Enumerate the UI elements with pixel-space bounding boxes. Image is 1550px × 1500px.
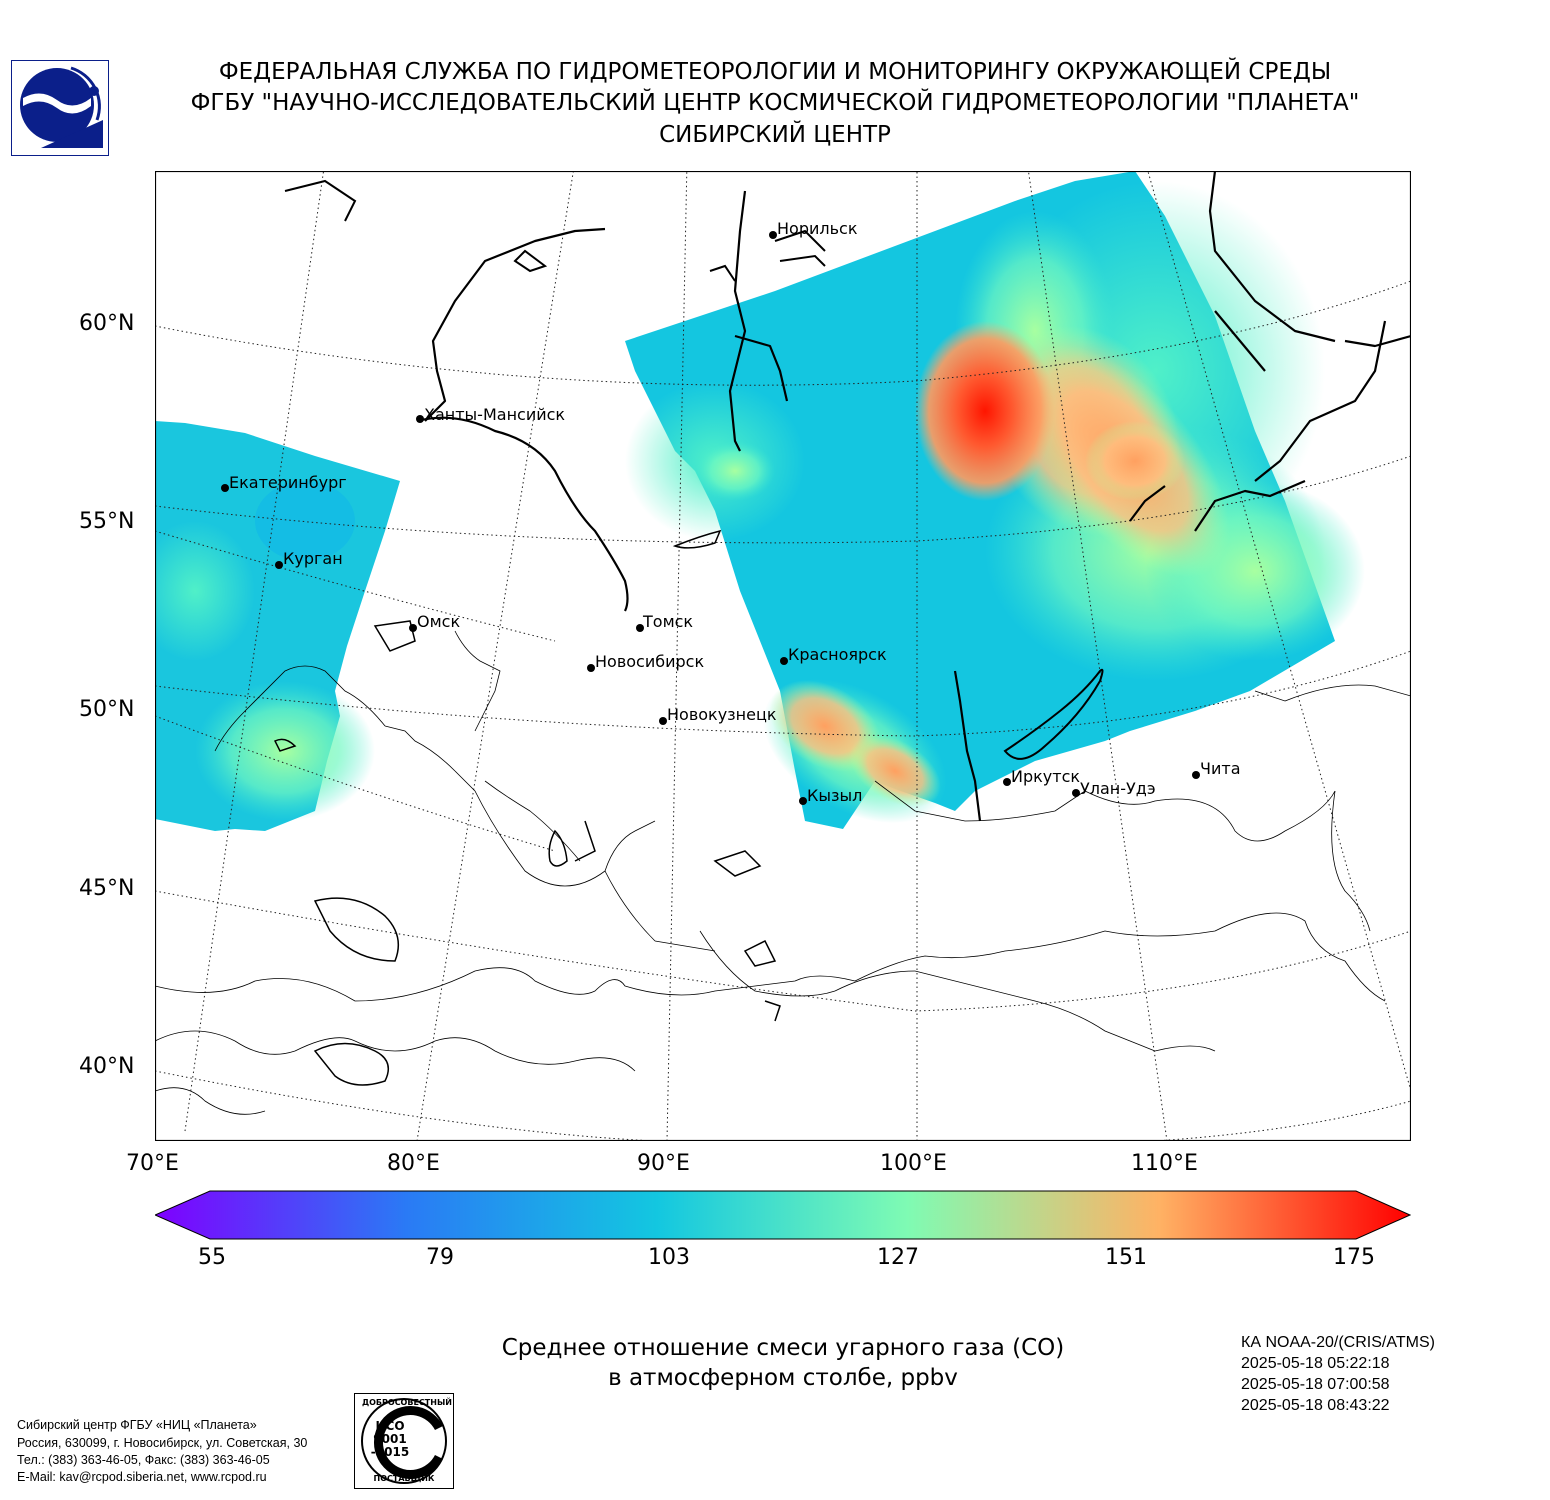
city-label-kurgan: Курган <box>283 549 343 568</box>
header-line-3: СИБИРСКИЙ ЦЕНТР <box>659 122 891 148</box>
colorbar-tick: 103 <box>648 1245 690 1270</box>
lon-label: 100°E <box>880 1151 947 1176</box>
colorbar-tick: 175 <box>1333 1245 1375 1270</box>
header-line-2: ФГБУ "НАУЧНО-ИССЛЕДОВАТЕЛЬСКИЙ ЦЕНТР КОС… <box>190 90 1360 116</box>
city-label-omsk: Омск <box>417 612 461 631</box>
city-label-norilsk: Норильск <box>777 219 858 238</box>
colorbar-tick: 127 <box>877 1245 919 1270</box>
footer-address: Россия, 630099, г. Новосибирск, ул. Сове… <box>17 1436 308 1450</box>
city-label-ulan-ude: Улан-Удэ <box>1080 779 1156 798</box>
lat-label: 55°N <box>79 509 135 534</box>
city-label-chita: Чита <box>1200 759 1241 778</box>
iso-badge-top: ДОБРОСОВЕСТНЫЙ <box>362 1398 452 1407</box>
pass-time: 2025-05-18 08:43:22 <box>1241 1397 1390 1414</box>
lat-label: 45°N <box>79 876 135 901</box>
pass-time: 2025-05-18 07:00:58 <box>1241 1376 1390 1393</box>
city-label-irkutsk: Иркутск <box>1011 767 1081 786</box>
colorbar-tick: 151 <box>1105 1245 1147 1270</box>
footer-org: Сибирский центр ФГБУ «НИЦ «Планета» <box>17 1418 257 1432</box>
satellite-name: КА NOAA-20/(CRIS/ATMS) <box>1241 1334 1435 1351</box>
map-svg <box>154 170 1412 1142</box>
iso-badge <box>354 1393 454 1489</box>
footer-email: E-Mail: kav@rcpod.siberia.net, www.rcpod… <box>17 1470 267 1484</box>
lat-label: 50°N <box>79 697 135 722</box>
city-label-novosibirsk: Новосибирск <box>595 652 705 671</box>
city-label-kyzyl: Кызыл <box>807 786 863 805</box>
caption-line-1: Среднее отношение смеси угарного газа (C… <box>501 1335 1065 1361</box>
colorbar-tick: 55 <box>198 1245 226 1270</box>
caption-line-2: в атмосферном столбе, ppbv <box>608 1365 958 1391</box>
iso-badge-text-3: -2015 <box>370 1445 410 1459</box>
planeta-logo <box>11 60 109 156</box>
city-label-krasnoyarsk: Красноярск <box>788 645 887 664</box>
city-label-ekaterinburg: Екатеринбург <box>229 473 347 492</box>
colorbar <box>153 1190 1412 1240</box>
lat-label: 40°N <box>79 1054 135 1079</box>
iso-badge-bottom: ПОСТАВЩИК <box>373 1474 435 1483</box>
lon-label: 80°E <box>387 1151 440 1176</box>
iso-badge-text-1: ИСО <box>375 1419 405 1433</box>
pass-time: 2025-05-18 05:22:18 <box>1241 1355 1390 1372</box>
lat-label: 60°N <box>79 311 135 336</box>
lon-label: 90°E <box>637 1151 690 1176</box>
city-label-khanty-mansiysk: Ханты-Мансийск <box>424 405 566 424</box>
city-label-tomsk: Томск <box>643 612 694 631</box>
city-label-novokuznetsk: Новокузнецк <box>667 705 777 724</box>
colorbar-tick: 79 <box>426 1245 454 1270</box>
map <box>154 170 1412 1142</box>
iso-badge-text-2: 9001 <box>373 1432 407 1446</box>
lon-label: 70°E <box>126 1151 179 1176</box>
header-line-1: ФЕДЕРАЛЬНАЯ СЛУЖБА ПО ГИДРОМЕТЕОРОЛОГИИ … <box>218 59 1332 85</box>
lon-label: 110°E <box>1131 1151 1198 1176</box>
footer-phone: Тел.: (383) 363-46-05, Факс: (383) 363-4… <box>17 1453 270 1467</box>
